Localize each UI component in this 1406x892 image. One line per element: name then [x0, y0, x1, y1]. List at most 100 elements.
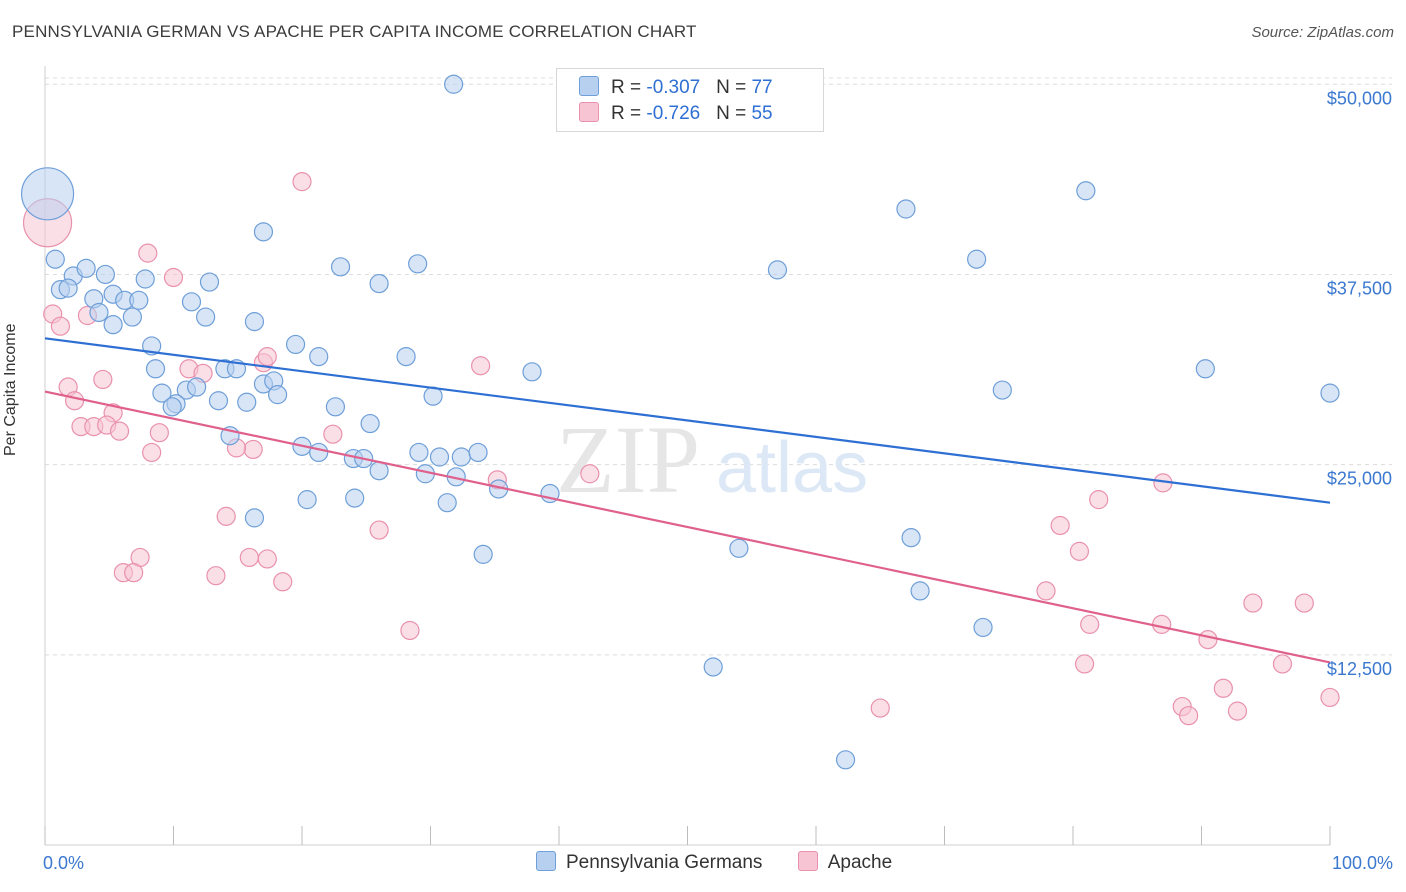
apache-point: [257, 549, 277, 569]
apache-point: [257, 347, 277, 367]
apache-point: [206, 566, 226, 586]
chart-title: PENNSYLVANIA GERMAN VS APACHE PER CAPITA…: [12, 22, 697, 41]
pennsylvania-germans-point: [95, 264, 115, 285]
pennsylvania-germans-point: [162, 397, 182, 417]
blue-swatch-icon: [536, 851, 556, 871]
pennsylvania-germans-point: [145, 359, 166, 379]
pennsylvania-germans-point: [237, 392, 257, 412]
legend-label: Apache: [827, 852, 893, 873]
pennsylvania-germans-point: [187, 377, 207, 397]
pennsylvania-germans-point: [369, 273, 389, 294]
pennsylvania-germans-point: [135, 269, 155, 289]
legend-item-pennsylvania-germans[interactable]: Pennsylvania Germans: [536, 851, 762, 874]
pennsylvania-germans-point: [409, 442, 429, 463]
legend-item-apache[interactable]: Apache: [797, 851, 893, 874]
apache-point: [149, 423, 169, 443]
apache-point: [93, 369, 113, 390]
apache-point: [870, 698, 890, 718]
pennsylvania-germans-point: [181, 292, 202, 312]
watermark-zip: ZIP: [556, 406, 700, 513]
apache-point: [1069, 541, 1090, 561]
pennsylvania-germans-point: [196, 307, 216, 327]
pennsylvania-germans-point: [835, 750, 856, 770]
pennsylvania-germans-point: [437, 493, 457, 513]
apache-point: [1320, 687, 1340, 708]
apache-point: [1294, 593, 1314, 613]
pennsylvania-germans-point: [973, 617, 993, 638]
pennsylvania-germans-point: [76, 258, 96, 278]
apache-point: [138, 243, 158, 263]
apache-point: [239, 547, 259, 568]
y-axis-label: Per Capita Income: [2, 323, 19, 456]
pink-swatch-icon: [797, 851, 818, 871]
pennsylvania-germans-point: [901, 528, 921, 548]
r-label: R =: [611, 103, 647, 124]
apache-point: [163, 267, 184, 288]
x-tick-label-max: 100.0%: [1332, 853, 1393, 873]
pennsylvania-germans-point: [1320, 383, 1340, 403]
pennsylvania-germans-point: [89, 302, 109, 323]
apache-point: [400, 620, 420, 641]
source-label: Source: ZipAtlas.com: [1251, 24, 1394, 41]
pennsylvania-germans-point: [468, 442, 488, 463]
apache-trend-line: [44, 390, 1331, 664]
pennsylvania-germans-point: [360, 413, 380, 434]
apache-point: [1179, 706, 1199, 726]
pennsylvania-germans-point: [729, 538, 749, 558]
grid-lines: [45, 77, 1392, 656]
y-tick-label: $37,500: [1327, 278, 1392, 298]
pennsylvania-germans-point: [129, 290, 149, 310]
legend-label: Pennsylvania Germans: [566, 852, 763, 873]
data-points: [20, 74, 1340, 770]
pennsylvania-germans-point: [309, 347, 329, 367]
pennsylvania-germans-point: [896, 199, 916, 219]
apache-point: [1213, 678, 1233, 698]
pennsylvania-germans-point: [122, 307, 142, 327]
apache-point: [369, 520, 389, 540]
pennsylvania-germans-point: [253, 222, 274, 242]
pennsylvania-germans-point: [285, 334, 306, 355]
pennsylvania-germans-point: [522, 362, 542, 382]
pennsylvania-germans-point: [199, 272, 220, 292]
y-tick-label: $25,000: [1327, 469, 1392, 489]
n-value: 77: [751, 77, 773, 98]
apache-point: [1227, 701, 1248, 721]
apache-point: [1198, 629, 1218, 650]
pennsylvania-germans-point: [297, 490, 317, 510]
stats-legend-row-apache: R = -0.726 N = 55: [579, 102, 773, 126]
n-label: N =: [716, 77, 752, 98]
pennsylvania-germans-point: [330, 257, 351, 277]
n-value: 55: [751, 103, 773, 124]
trend-lines: [44, 337, 1331, 664]
pennsylvania-germans-point: [703, 657, 723, 677]
pennsylvania-germans-trend-line: [44, 337, 1331, 504]
pennsylvania-germans-point: [767, 260, 788, 280]
pennsylvania-germans-point: [910, 581, 930, 601]
apache-point: [273, 572, 293, 592]
stats-legend-row-pennsylvania: R = -0.307 N = 77: [579, 76, 773, 100]
pennsylvania-germans-point: [408, 254, 428, 274]
pennsylvania-germans-point: [58, 278, 78, 298]
pennsylvania-germans-point: [45, 249, 65, 269]
pennsylvania-germans-point: [345, 488, 365, 508]
pink-swatch-icon: [579, 102, 599, 122]
apache-point: [471, 356, 491, 376]
apache-point: [124, 563, 144, 583]
blue-swatch-icon: [579, 76, 599, 96]
pennsylvania-germans-point: [309, 442, 329, 463]
pennsylvania-germans-point: [152, 383, 172, 403]
pennsylvania-germans-point: [967, 249, 987, 269]
y-tick-label: $50,000: [1327, 88, 1392, 108]
apache-point: [1152, 614, 1172, 634]
apache-point: [1089, 490, 1109, 510]
pennsylvania-germans-point: [451, 447, 471, 467]
series-legend: Pennsylvania Germans Apache: [536, 851, 922, 874]
r-value: -0.307: [646, 77, 701, 98]
watermark: ZIP atlas: [556, 406, 868, 513]
pennsylvania-germans-point: [1195, 359, 1215, 379]
pennsylvania-germans-point: [244, 508, 265, 528]
apache-point: [1050, 515, 1070, 536]
pennsylvania-germans-point: [208, 391, 229, 411]
pennsylvania-germans-point: [992, 380, 1012, 400]
